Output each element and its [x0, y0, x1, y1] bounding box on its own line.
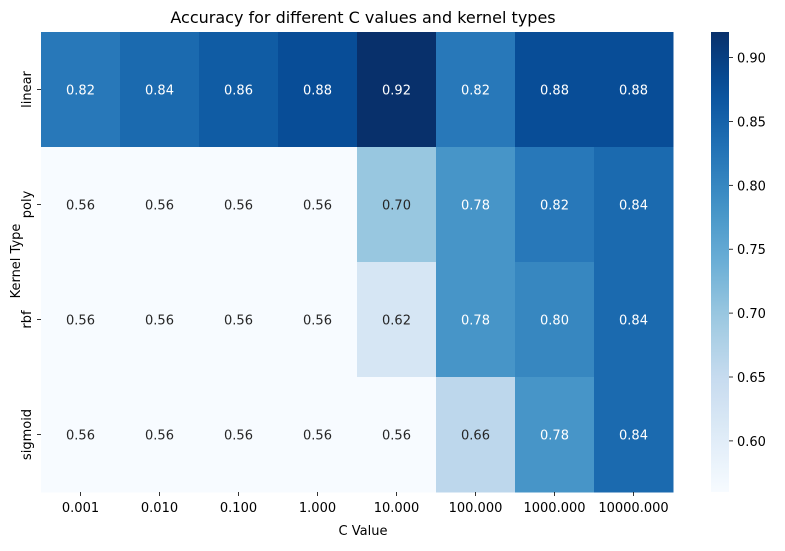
heatmap-cell [41, 377, 121, 493]
cell-value-label: 0.88 [619, 84, 648, 99]
cell-value-label: 0.78 [461, 314, 490, 329]
colorbar-tick-label: 0.70 [737, 307, 766, 322]
x-axis-ticks: 0.001 0.010 0.100 1.000 10.000 100.000 1000.00… [62, 492, 669, 516]
cell-value-label: 0.84 [619, 314, 648, 329]
y-tick-label: linear [20, 70, 35, 107]
cell-value-label: 0.56 [382, 429, 411, 444]
heatmap-cell [41, 32, 121, 148]
heatmap-cell [278, 262, 358, 378]
heatmap-cell [515, 147, 595, 263]
cell-value-label: 0.56 [224, 314, 253, 329]
cell-value-label: 0.56 [224, 429, 253, 444]
heatmap-cell [594, 262, 674, 378]
cell-value-label: 0.82 [461, 84, 490, 99]
chart-title: Accuracy for different C values and kern… [170, 8, 555, 27]
heatmap-cell [120, 377, 200, 493]
cell-value-label: 0.88 [540, 84, 569, 99]
heatmap-cell [120, 262, 200, 378]
heatmap-cell [515, 32, 595, 148]
x-tick-label: 0.010 [141, 501, 178, 516]
cell-labels: 0.82 0.84 0.86 0.88 0.92 0.82 0.88 0.88 0.56 0.56… [66, 84, 648, 444]
heatmap-cell [41, 147, 121, 263]
cell-value-label: 0.56 [66, 314, 95, 329]
cell-value-label: 0.56 [224, 199, 253, 214]
cell-value-label: 0.56 [145, 429, 174, 444]
cell-value-label: 0.84 [619, 429, 648, 444]
heatmap-cell [357, 147, 437, 263]
heatmap-cell [199, 262, 279, 378]
heatmap-cell [278, 32, 358, 148]
colorbar-tick-label: 0.75 [737, 243, 766, 258]
y-axis-ticks: linear poly rbf sigmoid [20, 70, 41, 460]
cell-value-label: 0.56 [66, 199, 95, 214]
cell-value-label: 0.56 [303, 314, 332, 329]
heatmap-cell [357, 377, 437, 493]
heatmap-cell [278, 377, 358, 493]
heatmap-cell [278, 147, 358, 263]
heatmap-cell [436, 32, 516, 148]
heatmap-cell [594, 377, 674, 493]
x-tick-label: 0.100 [220, 501, 257, 516]
cell-value-label: 0.62 [382, 314, 411, 329]
cell-value-label: 0.82 [66, 84, 95, 99]
x-axis-label: C Value [339, 524, 388, 539]
x-tick-label: 10000.000 [598, 501, 668, 516]
colorbar [711, 32, 729, 492]
cell-value-label: 0.70 [382, 199, 411, 214]
cell-value-label: 0.56 [145, 199, 174, 214]
heatmap-cell [199, 32, 279, 148]
heatmap-cell [120, 147, 200, 263]
heatmap-cell [515, 377, 595, 493]
colorbar-tick-label: 0.65 [737, 371, 766, 386]
cell-value-label: 0.92 [382, 84, 411, 99]
cell-value-label: 0.66 [461, 429, 490, 444]
x-tick-label: 1.000 [299, 501, 336, 516]
colorbar-tick-label: 0.90 [737, 52, 766, 67]
heatmap-cell [41, 262, 121, 378]
cell-value-label: 0.82 [540, 199, 569, 214]
x-tick-label: 1000.000 [523, 501, 585, 516]
heatmap-cell [199, 147, 279, 263]
heatmap-cell [357, 262, 437, 378]
y-tick-label: sigmoid [20, 409, 35, 460]
heatmap-cell [436, 377, 516, 493]
x-tick-label: 0.001 [62, 501, 99, 516]
y-tick-label: poly [20, 190, 35, 218]
cell-value-label: 0.56 [303, 429, 332, 444]
x-tick-label: 10.000 [374, 501, 420, 516]
cell-value-label: 0.56 [66, 429, 95, 444]
heatmap-cell [357, 32, 437, 148]
cell-value-label: 0.78 [461, 199, 490, 214]
heatmap-cell [199, 377, 279, 493]
colorbar-tick-label: 0.80 [737, 179, 766, 194]
heatmap-cell [594, 32, 674, 148]
y-tick-label: rbf [20, 310, 35, 329]
cell-value-label: 0.80 [540, 314, 569, 329]
cell-value-label: 0.88 [303, 84, 332, 99]
cell-value-label: 0.56 [145, 314, 174, 329]
cell-value-label: 0.84 [619, 199, 648, 214]
colorbar-tick-label: 0.60 [737, 435, 766, 450]
colorbar-tick-label: 0.85 [737, 115, 766, 130]
x-tick-label: 100.000 [449, 501, 503, 516]
cell-value-label: 0.84 [145, 84, 174, 99]
cell-value-label: 0.56 [303, 199, 332, 214]
cell-value-label: 0.78 [540, 429, 569, 444]
y-axis-label: Kernel Type [9, 224, 24, 299]
colorbar-ticks: 0.60 0.65 0.70 0.75 0.80 0.85 0.90 [729, 52, 766, 450]
cell-value-label: 0.86 [224, 84, 253, 99]
heatmap-cells [41, 32, 674, 493]
heatmap-cell [436, 262, 516, 378]
heatmap-cell [120, 32, 200, 148]
heatmap-cell [436, 147, 516, 263]
heatmap-cell [515, 262, 595, 378]
heatmap-cell [594, 147, 674, 263]
